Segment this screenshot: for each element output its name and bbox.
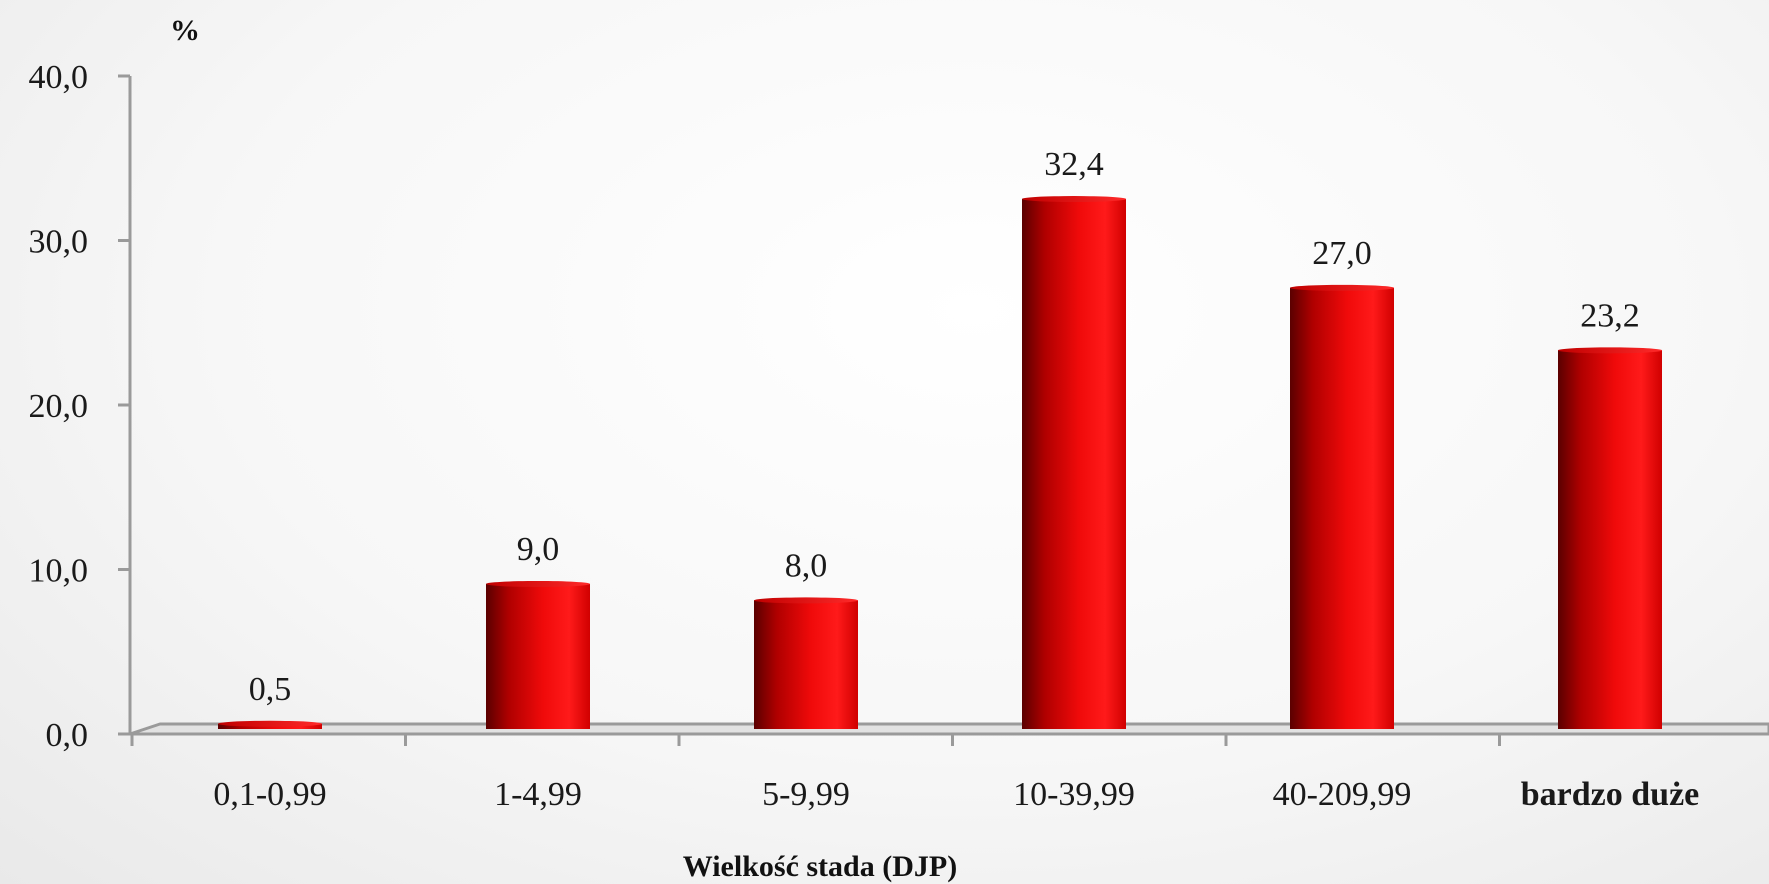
- bar-cap: [1022, 196, 1126, 203]
- bars: [218, 196, 1662, 729]
- category-label: 10-39,99: [1013, 776, 1135, 813]
- bar-body: [1022, 199, 1126, 729]
- y-tick-label: 10,0: [29, 553, 89, 590]
- y-tick-label: 20,0: [29, 388, 89, 425]
- x-ticks: [130, 734, 1501, 746]
- bar-cap: [754, 597, 858, 604]
- bar-0: [218, 720, 322, 729]
- bar-5: [1558, 347, 1662, 729]
- category-label: 40-209,99: [1273, 776, 1412, 813]
- bar-body: [1558, 350, 1662, 729]
- axes: [128, 76, 1769, 736]
- category-label: 0,1-0,99: [213, 776, 326, 813]
- category-label: 5-9,99: [762, 776, 850, 813]
- bar-body: [754, 600, 858, 729]
- bar-4: [1290, 284, 1394, 729]
- y-tick-label: 40,0: [29, 59, 89, 96]
- bar-cap: [1558, 347, 1662, 354]
- data-label: 32,4: [1044, 146, 1104, 183]
- data-label: 9,0: [517, 531, 560, 568]
- bar-cap: [486, 580, 590, 587]
- bar-body: [1290, 287, 1394, 729]
- x-axis-title: Wielkość stada (DJP): [683, 850, 957, 883]
- data-label: 27,0: [1312, 235, 1372, 272]
- y-axis-title: %: [170, 14, 200, 47]
- y-tick-label: 30,0: [29, 224, 89, 261]
- bar-cap: [1290, 284, 1394, 291]
- bar-1: [486, 580, 590, 729]
- bar-3: [1022, 196, 1126, 729]
- data-label: 8,0: [785, 547, 828, 584]
- value-labels: 0,5 9,0 8,0 32,4 27,0 23,2: [249, 146, 1640, 708]
- bar-2: [754, 597, 858, 729]
- category-label: bardzo duże: [1521, 776, 1700, 813]
- data-label: 0,5: [249, 671, 292, 708]
- y-ticks: 0,0 10,0 20,0 30,0 40,0: [29, 59, 130, 754]
- y-tick-label: 0,0: [46, 717, 89, 754]
- bar-cap: [218, 720, 322, 727]
- category-label: 1-4,99: [494, 776, 582, 813]
- data-label: 23,2: [1580, 297, 1640, 334]
- category-labels: 0,1-0,99 1-4,99 5-9,99 10-39,99 40-209,99 bar…: [213, 776, 1699, 813]
- bar-body: [486, 583, 590, 729]
